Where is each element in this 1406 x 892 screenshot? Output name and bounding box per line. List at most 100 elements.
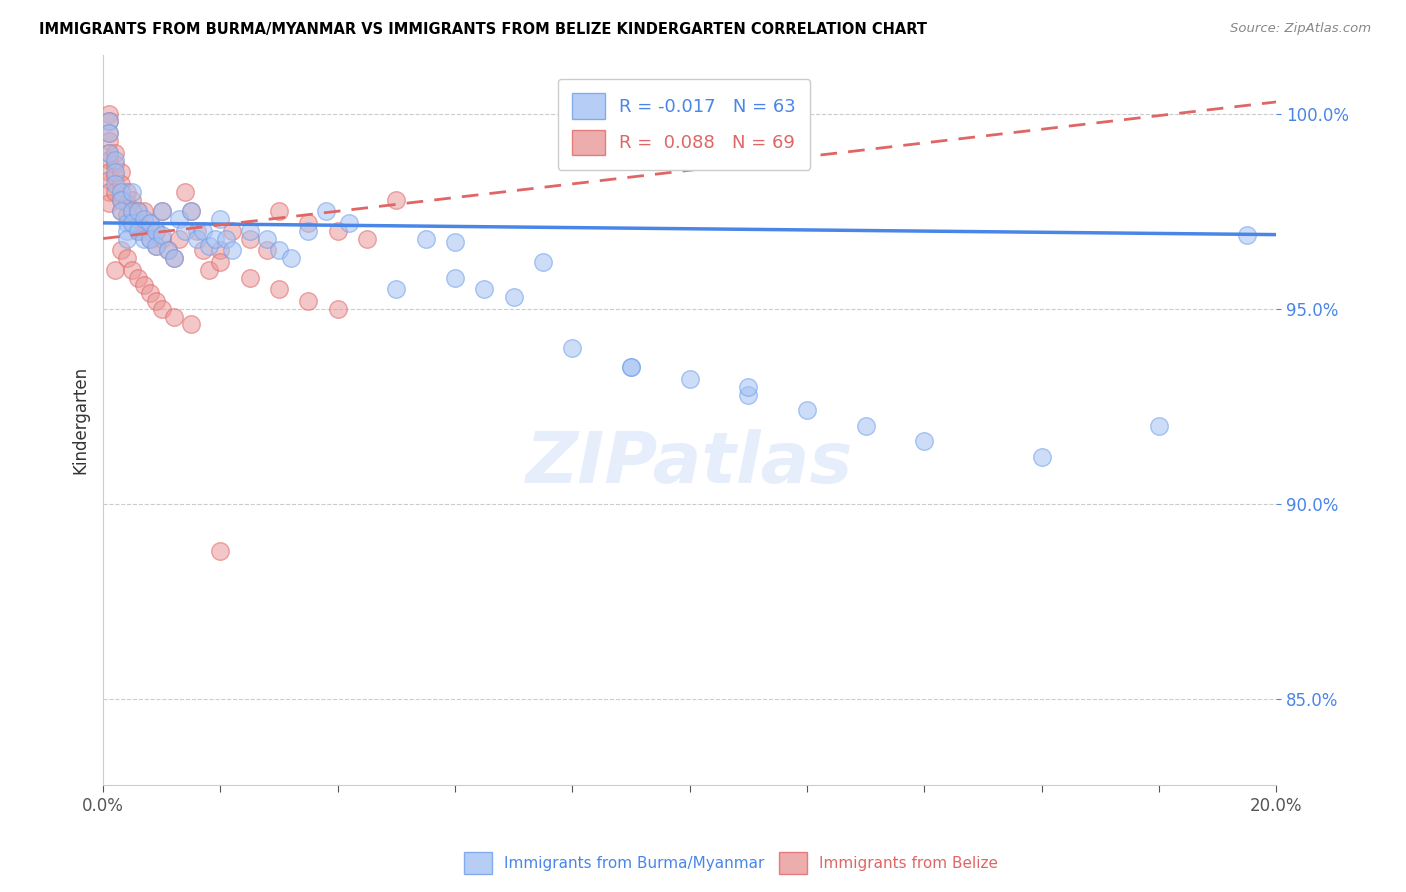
Point [221, 244, 243, 258]
Point [444, 235, 467, 250]
Point [139, 216, 162, 230]
Point [127, 204, 149, 219]
Point [150, 227, 173, 242]
Point [267, 244, 290, 258]
Point [174, 224, 197, 238]
Point [180, 318, 202, 332]
Point [104, 165, 127, 179]
Point [855, 418, 877, 433]
Point [1236, 227, 1258, 242]
Point [98, 134, 121, 148]
Point [150, 301, 173, 316]
Legend: Immigrants from Burma/Myanmar, Immigrants from Belize: Immigrants from Burma/Myanmar, Immigrant… [458, 846, 1004, 880]
Point [115, 251, 138, 265]
Point [796, 403, 818, 417]
Point [145, 293, 167, 308]
Point [98, 145, 121, 160]
Point [502, 290, 524, 304]
Point [121, 204, 143, 219]
Point [415, 231, 437, 245]
Point [104, 177, 127, 191]
Point [204, 231, 226, 245]
Point [98, 153, 121, 168]
Point [104, 145, 127, 160]
Point [104, 262, 127, 277]
Point [104, 169, 127, 183]
Point [1147, 418, 1170, 433]
Point [110, 244, 132, 258]
Point [121, 204, 143, 219]
Text: IMMIGRANTS FROM BURMA/MYANMAR VS IMMIGRANTS FROM BELIZE KINDERGARTEN CORRELATION: IMMIGRANTS FROM BURMA/MYANMAR VS IMMIGRA… [39, 22, 928, 37]
Point [385, 193, 408, 207]
Point [98, 196, 121, 211]
Point [169, 212, 191, 227]
Text: Source: ZipAtlas.com: Source: ZipAtlas.com [1230, 22, 1371, 36]
Point [339, 216, 361, 230]
Point [186, 224, 208, 238]
Point [115, 196, 138, 211]
Point [145, 239, 167, 253]
Point [127, 216, 149, 230]
Point [139, 231, 162, 245]
Point [139, 231, 162, 245]
Point [256, 231, 278, 245]
Point [145, 224, 167, 238]
Point [209, 255, 232, 269]
Point [98, 106, 121, 120]
Point [180, 204, 202, 219]
Point [315, 204, 337, 219]
Y-axis label: Kindergarten: Kindergarten [72, 366, 89, 474]
Point [326, 224, 349, 238]
Point [737, 387, 759, 401]
Point [121, 262, 143, 277]
Point [110, 193, 132, 207]
Point [209, 212, 232, 227]
Point [215, 231, 238, 245]
Point [209, 543, 232, 558]
Point [385, 282, 408, 296]
Point [267, 204, 290, 219]
Text: ZIPatlas: ZIPatlas [526, 429, 853, 499]
Point [256, 244, 278, 258]
Point [115, 231, 138, 245]
Point [139, 216, 162, 230]
Point [297, 224, 319, 238]
Point [134, 278, 156, 293]
Point [110, 193, 132, 207]
Point [98, 114, 121, 128]
Point [127, 270, 149, 285]
Point [121, 216, 143, 230]
Point [121, 216, 143, 230]
Point [197, 262, 219, 277]
Point [169, 231, 191, 245]
Point [134, 212, 156, 227]
Point [472, 282, 495, 296]
Point [98, 114, 121, 128]
Point [197, 239, 219, 253]
Point [104, 185, 127, 199]
Point [239, 270, 262, 285]
Point [297, 216, 319, 230]
Point [620, 360, 643, 375]
Point [561, 341, 583, 355]
Point [156, 244, 179, 258]
Point [209, 244, 232, 258]
Point [134, 204, 156, 219]
Point [127, 204, 149, 219]
Point [239, 224, 262, 238]
Point [531, 255, 554, 269]
Point [186, 231, 208, 245]
Point [620, 360, 643, 375]
Point [162, 251, 184, 265]
Point [326, 301, 349, 316]
Point [356, 231, 378, 245]
Legend: R = -0.017   N = 63, R =  0.088   N = 69: R = -0.017 N = 63, R = 0.088 N = 69 [558, 78, 810, 169]
Point [912, 434, 935, 449]
Point [98, 185, 121, 199]
Point [150, 231, 173, 245]
Point [110, 185, 132, 199]
Point [191, 244, 214, 258]
Point [150, 204, 173, 219]
Point [156, 244, 179, 258]
Point [444, 270, 467, 285]
